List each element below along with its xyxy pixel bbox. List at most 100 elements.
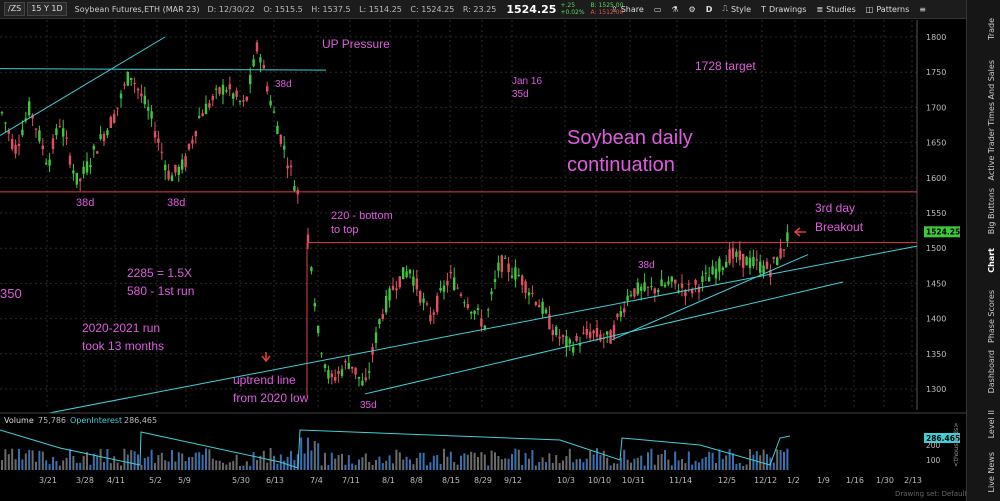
sidebar-tab-chart[interactable]: Chart [987,248,996,273]
volume-bar [619,457,622,470]
symbol-field[interactable]: /ZS [4,2,26,16]
volume-bar [477,457,479,470]
candle-body [272,111,276,113]
volume-bar [174,461,177,470]
annotation-run-2: took 13 months [82,339,164,353]
candle-body [459,294,463,297]
candle-body [351,366,354,369]
x-tick-label: 1/16 [846,476,864,485]
candle-body [113,113,116,123]
x-tick-label: 11/14 [669,476,692,485]
volume-bar [660,453,663,470]
volume-bar [347,455,350,470]
volume-bar [473,452,476,470]
oi-tag [924,433,960,443]
volume-bar [35,461,37,470]
candle-body [147,107,150,111]
period-field[interactable]: 15 Y 1D [27,2,67,16]
candle-body [340,369,344,376]
candle-body [4,122,7,124]
volume-bar [446,456,449,470]
candle-body [89,165,92,168]
candle-body [232,93,235,99]
studies-button[interactable]: ≣ Studies [816,5,855,14]
volume-bar [640,455,643,470]
bid-ask: B: 1525.00 A: 1512.00 [591,2,624,16]
style-icon: ⎍ [722,4,728,13]
drawings-icon: T [761,4,766,14]
trendline-early [0,36,166,136]
volume-bar [704,456,707,470]
flask-icon[interactable]: ⚗ [671,4,679,14]
volume-bar [517,449,520,470]
candle-body [470,311,473,314]
candle-body [194,131,197,137]
sidebar-tab-trade[interactable]: Trade [987,18,996,40]
candle-body [534,302,537,305]
annotation-220-bottom: 220 - bottom [331,210,393,222]
candle-body [204,103,208,114]
candle-body [731,248,735,259]
volume-bar [320,465,323,470]
candle-body [711,266,714,275]
period-button[interactable]: D [705,4,713,14]
candle-body [555,326,558,335]
candle-body [344,360,347,363]
right-sidebar: Trade Times And Sales Active Trader Big But… [966,0,1000,501]
volume-bar [432,455,435,470]
volume-bar [18,448,20,470]
candle-body [85,161,89,173]
volume-bar [439,463,442,470]
volume-bar [55,460,58,470]
candle-body [313,302,316,307]
candle-body [191,139,194,144]
y-tick-label: 1800 [926,33,946,42]
volume-bar [657,454,660,470]
expand-icon[interactable]: ≡ [919,4,926,14]
sidebar-tab-times-and-sales[interactable]: Times And Sales [987,60,996,126]
volume-bar [205,448,207,470]
drawings-button[interactable]: T Drawings [761,5,806,14]
sidebar-tab-dashboard[interactable]: Dashboard [987,350,996,394]
style-button[interactable]: ⎍ Style [722,4,751,14]
candle-body [368,371,371,373]
volume-bar [735,463,738,470]
candle-body [337,370,340,375]
candle-body [276,125,279,135]
candle-body [391,285,395,290]
candle-body [123,84,126,86]
candle-body [636,282,639,295]
x-tick-label: 7/11 [342,476,360,485]
volume-bar [11,448,14,470]
share-button[interactable]: ⇪ Share [611,5,644,14]
candle-body [714,268,718,279]
annotation-uptrend-1: uptrend line [233,373,296,387]
sidebar-tab-phase-scores[interactable]: Phase Scores [987,290,996,344]
sidebar-tab-big-buttons[interactable]: Big Buttons [987,188,996,235]
candle-body [765,261,769,269]
volume-bar [524,452,527,470]
volume-bar [708,451,711,470]
last-price-tag-label: 1524.25 [926,227,960,236]
settings-icon[interactable]: ⚙ [688,4,696,14]
low-value: L: 1514.25 [359,4,402,14]
sidebar-tab-live-news[interactable]: Live News [987,452,996,493]
patterns-button[interactable]: ◫ Patterns [866,5,910,14]
volume-bar [256,459,258,470]
volume-bar [531,450,534,470]
candle-body [306,234,310,243]
volume-bar [456,464,459,470]
open-interest-line [0,429,791,469]
volume-bar [385,460,388,470]
sidebar-tab-level-ii[interactable]: Level II [987,410,996,439]
sidebar-tab-active-trader[interactable]: Active Trader [987,128,996,181]
patterns-icon: ◫ [865,4,874,14]
volume-bar [341,454,343,470]
candle-body [130,78,133,81]
candle-body [572,347,575,353]
drawing-icon[interactable]: ▭ [653,4,662,14]
volume-bar [164,460,167,470]
volume-bar [436,455,439,470]
candle-body [779,248,782,259]
